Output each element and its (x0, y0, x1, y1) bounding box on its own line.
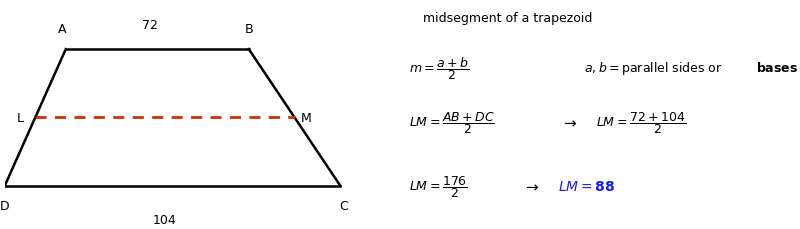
Text: 72: 72 (142, 19, 158, 32)
Text: $LM=\dfrac{AB+DC}{2}$: $LM=\dfrac{AB+DC}{2}$ (409, 109, 494, 135)
Text: B: B (245, 23, 253, 36)
Text: C: C (340, 199, 349, 212)
Text: $\mathbf{\mathit{LM}}=\mathbf{88}$: $\mathbf{\mathit{LM}}=\mathbf{88}$ (558, 179, 614, 193)
Text: midsegment of a trapezoid: midsegment of a trapezoid (423, 12, 593, 25)
Text: $\rightarrow$: $\rightarrow$ (523, 178, 540, 193)
Text: $\rightarrow$: $\rightarrow$ (562, 115, 578, 130)
Text: 104: 104 (153, 213, 177, 226)
Text: L: L (17, 111, 23, 124)
Text: M: M (301, 111, 311, 124)
Text: D: D (0, 199, 10, 212)
Text: A: A (58, 23, 66, 36)
Text: $a, b=$parallel sides or: $a, b=$parallel sides or (584, 60, 723, 76)
Text: $LM=\dfrac{72+104}{2}$: $LM=\dfrac{72+104}{2}$ (596, 109, 686, 135)
Text: $LM=\dfrac{176}{2}$: $LM=\dfrac{176}{2}$ (409, 173, 468, 199)
Text: $m=\dfrac{a+b}{2}$: $m=\dfrac{a+b}{2}$ (409, 55, 470, 81)
Text: $\mathbf{bases}$: $\mathbf{bases}$ (756, 61, 798, 75)
